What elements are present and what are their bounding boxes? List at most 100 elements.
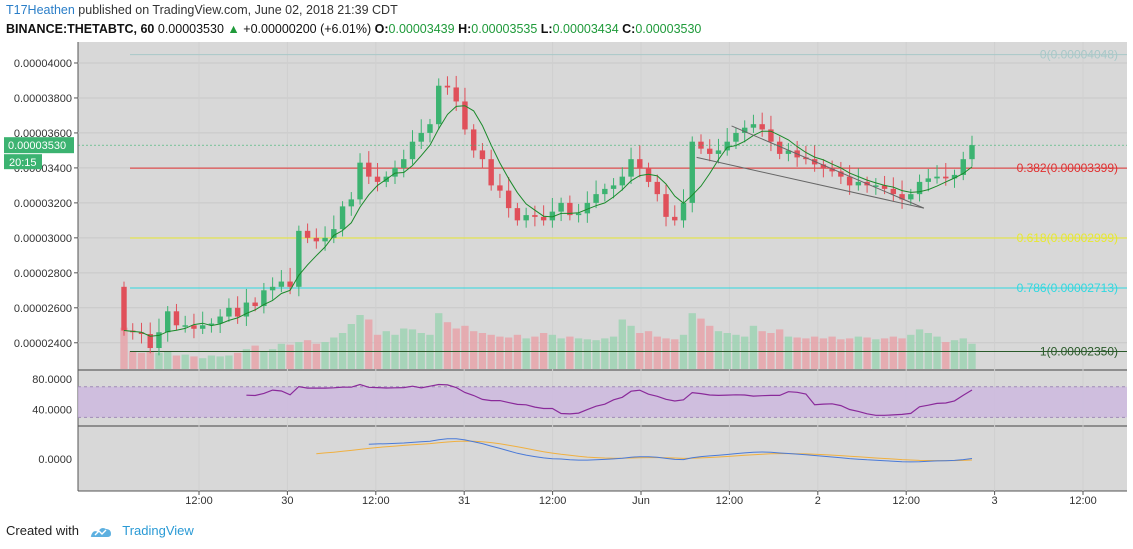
fib-level-label: 0(0.00004048) <box>1040 48 1118 62</box>
volume-bar <box>347 324 355 369</box>
volume-bar <box>408 329 417 369</box>
candle-body <box>654 181 660 195</box>
volume-bar <box>784 336 793 369</box>
price-tick-label: 0.00002400 <box>14 338 72 350</box>
volume-bar <box>338 333 347 369</box>
volume-bar <box>216 356 224 369</box>
volume-bar <box>671 339 679 369</box>
candle-body <box>243 302 250 317</box>
candle-body <box>619 176 626 186</box>
volume-bar <box>627 325 635 369</box>
price-tick-label: 0.00003000 <box>14 233 72 245</box>
volume-bar <box>129 351 137 369</box>
chart-background <box>78 42 1127 491</box>
open-value: 0.00003439 <box>388 22 455 36</box>
candle-body <box>750 124 757 128</box>
fib-level-label: 1(0.00002350) <box>1040 345 1118 359</box>
close-value: 0.00003530 <box>635 22 702 36</box>
volume-bar <box>242 349 251 369</box>
volume-bar <box>277 343 286 369</box>
candle-body <box>296 230 302 287</box>
candle-body <box>409 141 416 160</box>
candle-body <box>890 188 897 195</box>
countdown-badge <box>4 154 42 170</box>
volume-bar <box>793 337 801 369</box>
username-link[interactable]: T17Heathen <box>6 3 75 17</box>
moving-average-line <box>123 105 973 337</box>
volume-bar <box>802 338 810 369</box>
tradingview-brand[interactable]: TradingView <box>122 523 194 538</box>
volume-bar <box>539 333 548 369</box>
volume-bar <box>775 329 784 369</box>
volume-bar <box>504 337 513 369</box>
candle-body <box>182 325 188 327</box>
volume-bar <box>819 338 828 369</box>
candle-body <box>436 85 442 125</box>
time-axis-label: 3 <box>992 495 998 507</box>
candle-body <box>846 176 853 186</box>
volume-bar <box>155 352 163 369</box>
volume-bar <box>268 349 277 369</box>
candle-body <box>374 176 381 182</box>
candle-body <box>523 215 529 221</box>
volume-bar <box>767 333 775 369</box>
last-price: 0.00003530 <box>157 22 224 36</box>
volume-bar <box>461 325 469 369</box>
candle-body <box>733 132 739 142</box>
volume-bar <box>723 333 731 369</box>
volume-bar <box>400 328 408 369</box>
candle-body <box>514 208 521 221</box>
volume-bar <box>592 340 600 369</box>
candle-body <box>357 162 363 200</box>
high-label: H: <box>458 22 472 36</box>
candle-body <box>322 237 328 242</box>
volume-bar <box>915 329 924 369</box>
candle-body <box>540 216 547 221</box>
volume-bar <box>321 342 329 369</box>
candle-body <box>173 311 180 326</box>
volume-bar <box>749 325 758 369</box>
current-price-label: 0.00003530 <box>8 140 66 152</box>
candle-body <box>899 194 905 200</box>
candle-body <box>645 167 652 182</box>
candle-body <box>234 307 241 317</box>
volume-bar <box>618 319 626 369</box>
candle-body <box>610 185 617 189</box>
volume-bar <box>950 340 959 369</box>
volume-bar <box>583 339 592 369</box>
volume-bar <box>382 331 390 369</box>
volume-bar <box>470 331 478 369</box>
candle-body <box>462 101 468 130</box>
candle-body <box>156 332 162 349</box>
volume-bar <box>557 338 565 369</box>
volume-bar <box>146 351 154 369</box>
candle-body <box>628 159 634 177</box>
price-tick-label: 0.00002800 <box>14 268 72 280</box>
candle-body <box>584 202 591 214</box>
candle-body <box>261 290 267 307</box>
candle-body <box>925 178 931 182</box>
tradingview-logo-icon <box>90 527 111 537</box>
price-tick-label: 0.00004000 <box>14 58 72 70</box>
fib-level-label: 0.786(0.00002713) <box>1017 281 1118 295</box>
volume-bar <box>478 333 487 369</box>
volume-bar <box>697 318 705 369</box>
volume-bar <box>880 338 889 369</box>
candle-body <box>934 176 940 179</box>
volume-bar <box>435 313 443 369</box>
volume-bar <box>531 336 539 369</box>
volume-bar <box>828 336 836 369</box>
candle-body <box>444 85 451 88</box>
time-axis-label: Jun <box>632 495 650 507</box>
time-axis-label: 12:00 <box>362 495 390 507</box>
volume-bar <box>863 337 871 369</box>
price-chart[interactable]: 0.000040000.000038000.000036000.00003400… <box>0 42 1133 520</box>
time-axis-label: 12:00 <box>1069 495 1097 507</box>
rsi-line <box>246 383 973 416</box>
candle-body <box>418 132 424 142</box>
volume-bar <box>942 342 950 369</box>
candle-body <box>392 167 398 177</box>
candle-body <box>532 215 538 217</box>
candle-body <box>348 199 355 207</box>
created-with-text: Created with <box>6 523 79 538</box>
